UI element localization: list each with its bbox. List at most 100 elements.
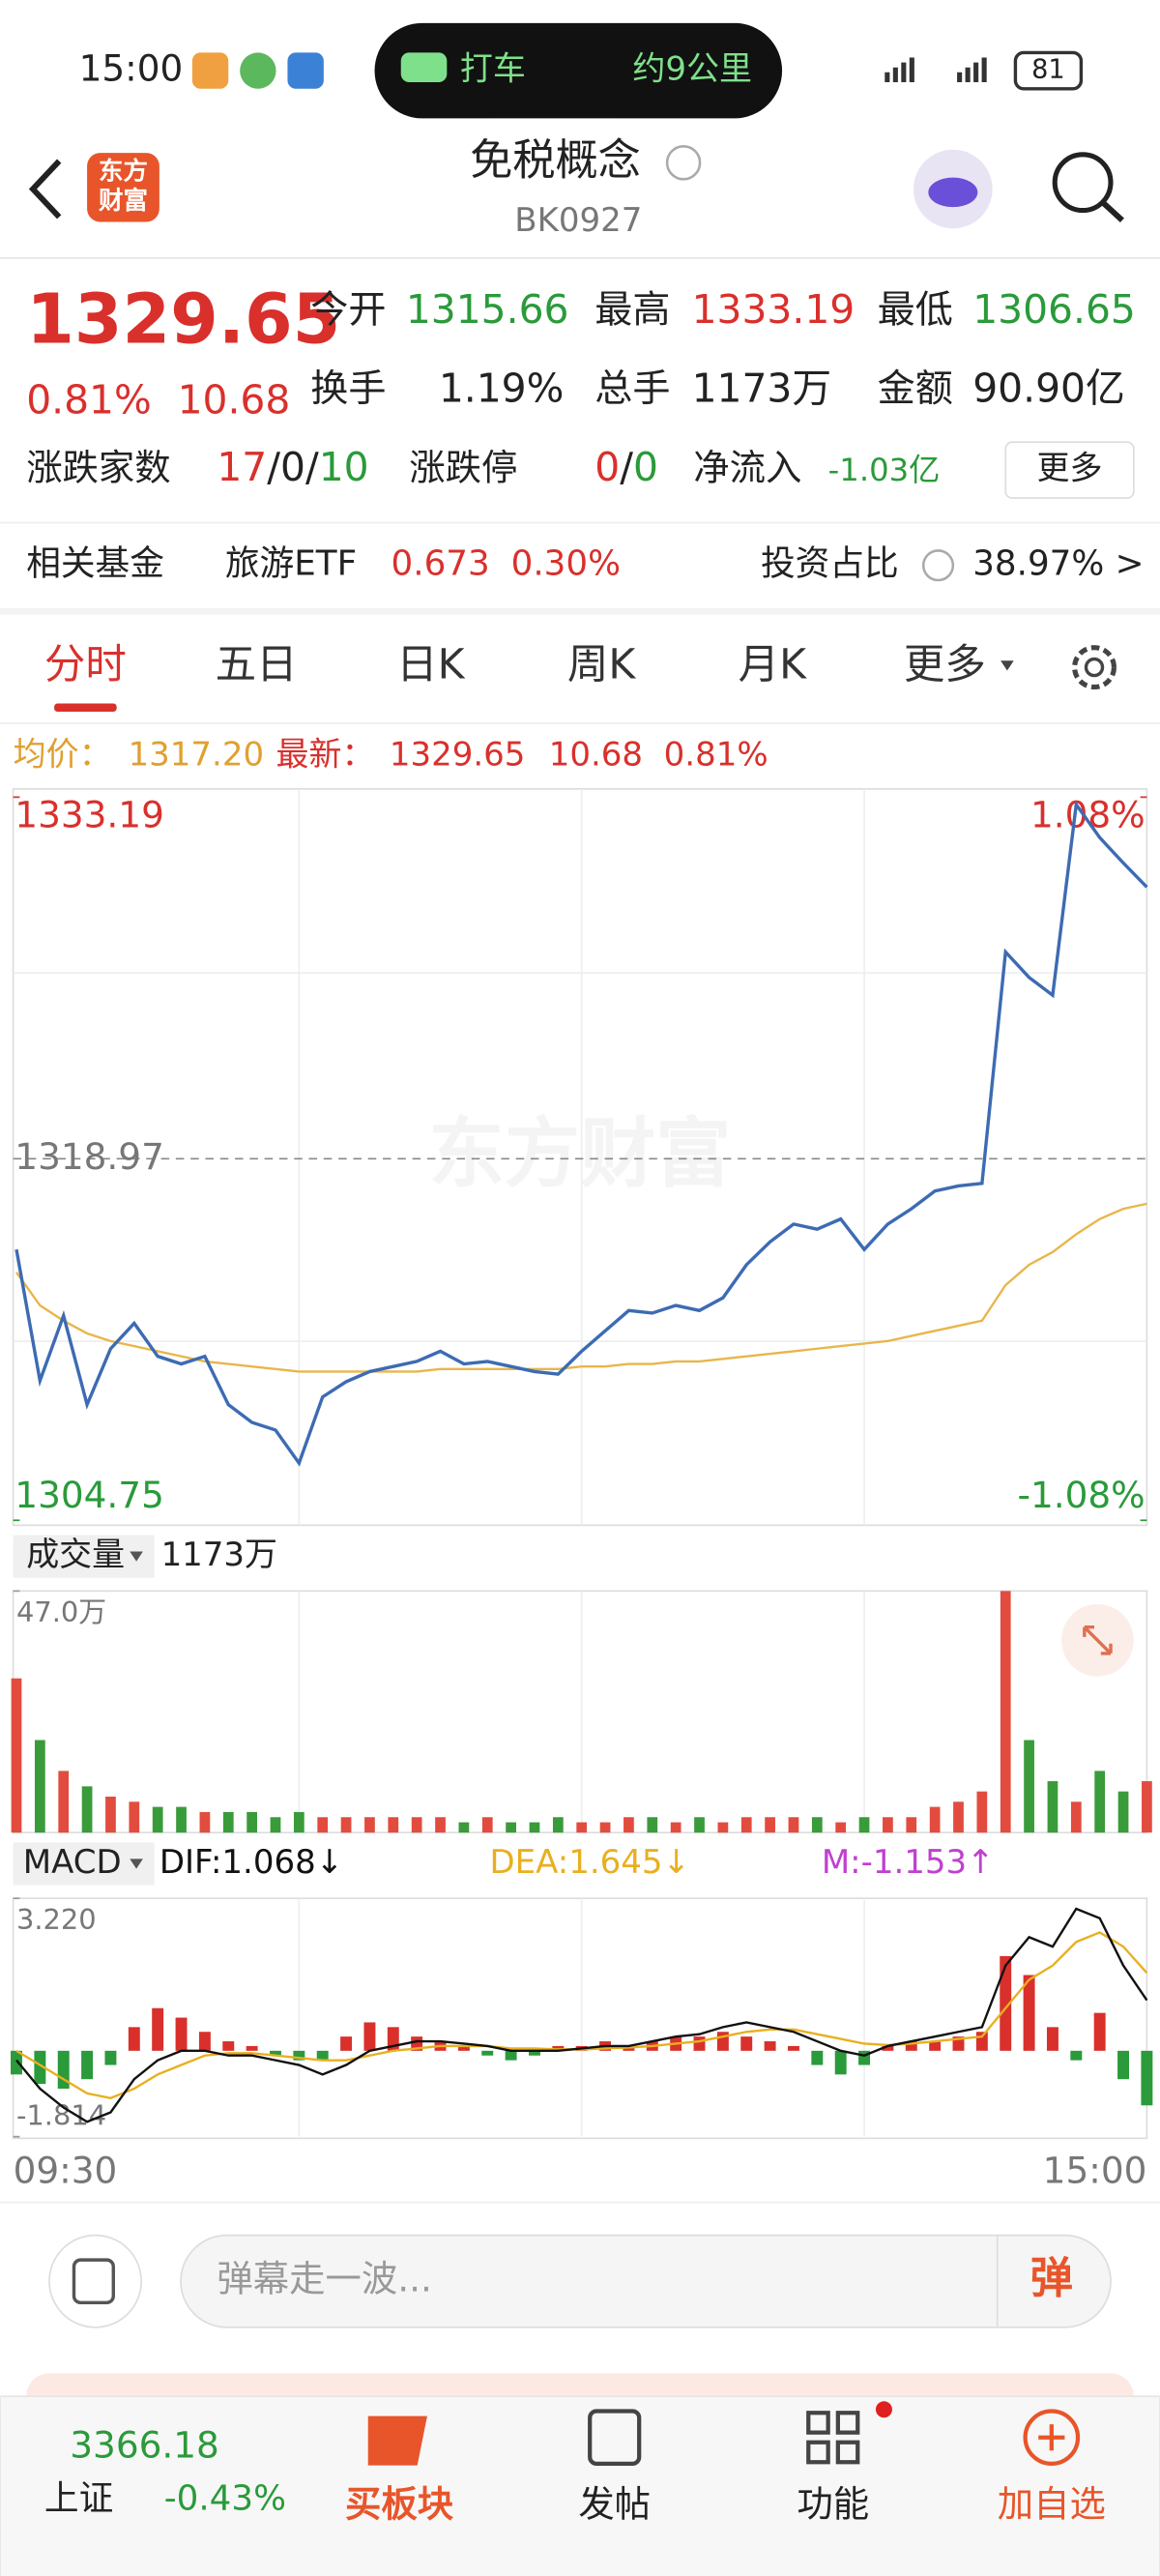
barrage-toggle[interactable] xyxy=(48,2234,143,2328)
tab[interactable]: 周K xyxy=(567,642,636,689)
tab[interactable]: 分时 xyxy=(44,642,127,689)
help-icon[interactable] xyxy=(921,549,955,582)
divider xyxy=(0,607,1160,615)
last-label: 最新： xyxy=(276,735,375,774)
ride-pill[interactable] xyxy=(374,22,783,119)
stat-label: 最低 xyxy=(878,288,953,332)
volume-bar xyxy=(411,1817,422,1833)
macd-bar xyxy=(363,2022,376,2051)
macd-bar xyxy=(929,2041,942,2051)
tab[interactable]: 日K xyxy=(396,642,465,689)
macd-bar xyxy=(834,2050,847,2075)
volume-bar xyxy=(765,1817,775,1833)
y2-tick-label: 1.08% xyxy=(1030,793,1146,835)
macd-bar xyxy=(81,2050,94,2080)
volume-bar xyxy=(81,1786,93,1833)
tab[interactable]: 月K xyxy=(739,642,807,689)
tab[interactable]: 更多 xyxy=(904,642,986,689)
index-value[interactable]: 3366.18 xyxy=(70,2423,219,2466)
breadth-flat: 0 xyxy=(280,444,305,490)
settings-button[interactable] xyxy=(1072,645,1116,690)
inflow-value: -1.03亿 xyxy=(828,452,941,488)
back-button[interactable] xyxy=(28,159,62,220)
volume-bar xyxy=(1047,1781,1058,1833)
comment-input[interactable] xyxy=(180,2234,1112,2328)
stat-value: 1173万 xyxy=(692,366,832,412)
volume-bar xyxy=(222,1811,234,1833)
limit-down: 0 xyxy=(633,444,658,490)
average-line xyxy=(15,1202,1147,1373)
macd-bar xyxy=(57,2050,70,2090)
volume-bar xyxy=(199,1811,211,1833)
macd-bar xyxy=(457,2045,470,2051)
volume-title: 成交量 xyxy=(26,1536,125,1574)
volume-bar xyxy=(670,1822,682,1833)
battery-level: 81 xyxy=(1031,55,1065,85)
add-plus xyxy=(1038,2424,1065,2451)
indicator-select[interactable] xyxy=(13,1535,155,1578)
app-icon xyxy=(287,52,324,89)
bottom-nav xyxy=(0,2395,1160,2576)
search-handle xyxy=(1100,199,1124,222)
page-code: BK0927 xyxy=(514,201,642,240)
macd-bar xyxy=(716,2032,729,2051)
ratio-value[interactable]: 38.97% > xyxy=(972,544,1144,584)
macd-bar xyxy=(316,2050,329,2061)
limit-value: 0/0 xyxy=(594,444,658,490)
volume-total: 1173万 xyxy=(161,1536,277,1574)
battery xyxy=(1013,50,1084,91)
car-icon xyxy=(400,52,448,83)
fund-name[interactable]: 旅游ETF xyxy=(225,544,357,584)
macd-bar xyxy=(175,2017,188,2051)
price-chart: 1304.75 1318.97 1333.19 -1.08% 1.08% xyxy=(13,788,1148,1526)
macd-bar xyxy=(293,2050,305,2061)
volume-bar xyxy=(858,1817,870,1833)
signal-icon xyxy=(884,57,987,83)
breadth-down: 10 xyxy=(319,444,369,490)
app-icon xyxy=(240,52,276,89)
volume-bar xyxy=(1000,1591,1011,1833)
price-frame xyxy=(12,788,1148,1527)
macd-bar xyxy=(128,2027,140,2051)
tab[interactable]: 五日 xyxy=(216,642,298,689)
separator: / xyxy=(267,444,280,490)
macd-chart: -1.814 3.220 xyxy=(11,1897,1153,2138)
volume-bar xyxy=(58,1771,70,1833)
func-icon xyxy=(806,2411,860,2465)
ratio-label: 投资占比 xyxy=(761,544,899,584)
send-barrage[interactable]: 弹 xyxy=(1030,2254,1073,2303)
macd-bar xyxy=(693,2036,706,2051)
volume-bar xyxy=(811,1817,823,1833)
more-button[interactable] xyxy=(1004,441,1135,499)
stat-label: 换手 xyxy=(310,367,386,411)
macd-bar xyxy=(152,2007,164,2051)
nav-post[interactable]: 发帖 xyxy=(578,2483,651,2526)
nav-functions[interactable]: 功能 xyxy=(797,2483,869,2526)
volume-bar xyxy=(576,1822,588,1833)
search-button[interactable] xyxy=(1052,152,1114,214)
macd-bar xyxy=(11,2050,22,2075)
logo-text: 财富 xyxy=(99,187,148,216)
nav-buy[interactable]: 买板块 xyxy=(345,2483,454,2526)
index-name: 上证 xyxy=(44,2478,113,2518)
avg-value: 1317.20 xyxy=(129,735,265,774)
tab-indicator xyxy=(54,703,117,712)
x-tick-label: 15:00 xyxy=(1043,2150,1147,2192)
volume-frame xyxy=(12,1590,1148,1834)
volume-bar xyxy=(529,1822,540,1833)
stat-label: 最高 xyxy=(594,288,670,332)
macd-legend: DEA:1.645↓ xyxy=(490,1843,691,1882)
nav-add-watch[interactable]: 加自选 xyxy=(998,2483,1106,2526)
macd-bar xyxy=(882,2045,894,2051)
volume-bar xyxy=(388,1817,399,1833)
app-icon xyxy=(191,52,229,89)
macd-bar xyxy=(1070,2050,1083,2061)
macd-bar xyxy=(387,2027,399,2051)
info-icon[interactable] xyxy=(665,145,702,181)
indicator-select[interactable] xyxy=(13,1842,155,1886)
volume-bar xyxy=(34,1740,45,1833)
page-title: 免税概念 xyxy=(470,135,641,185)
macd-bar xyxy=(1046,2027,1058,2051)
logo[interactable] xyxy=(87,153,160,222)
volume-bar xyxy=(624,1817,634,1833)
